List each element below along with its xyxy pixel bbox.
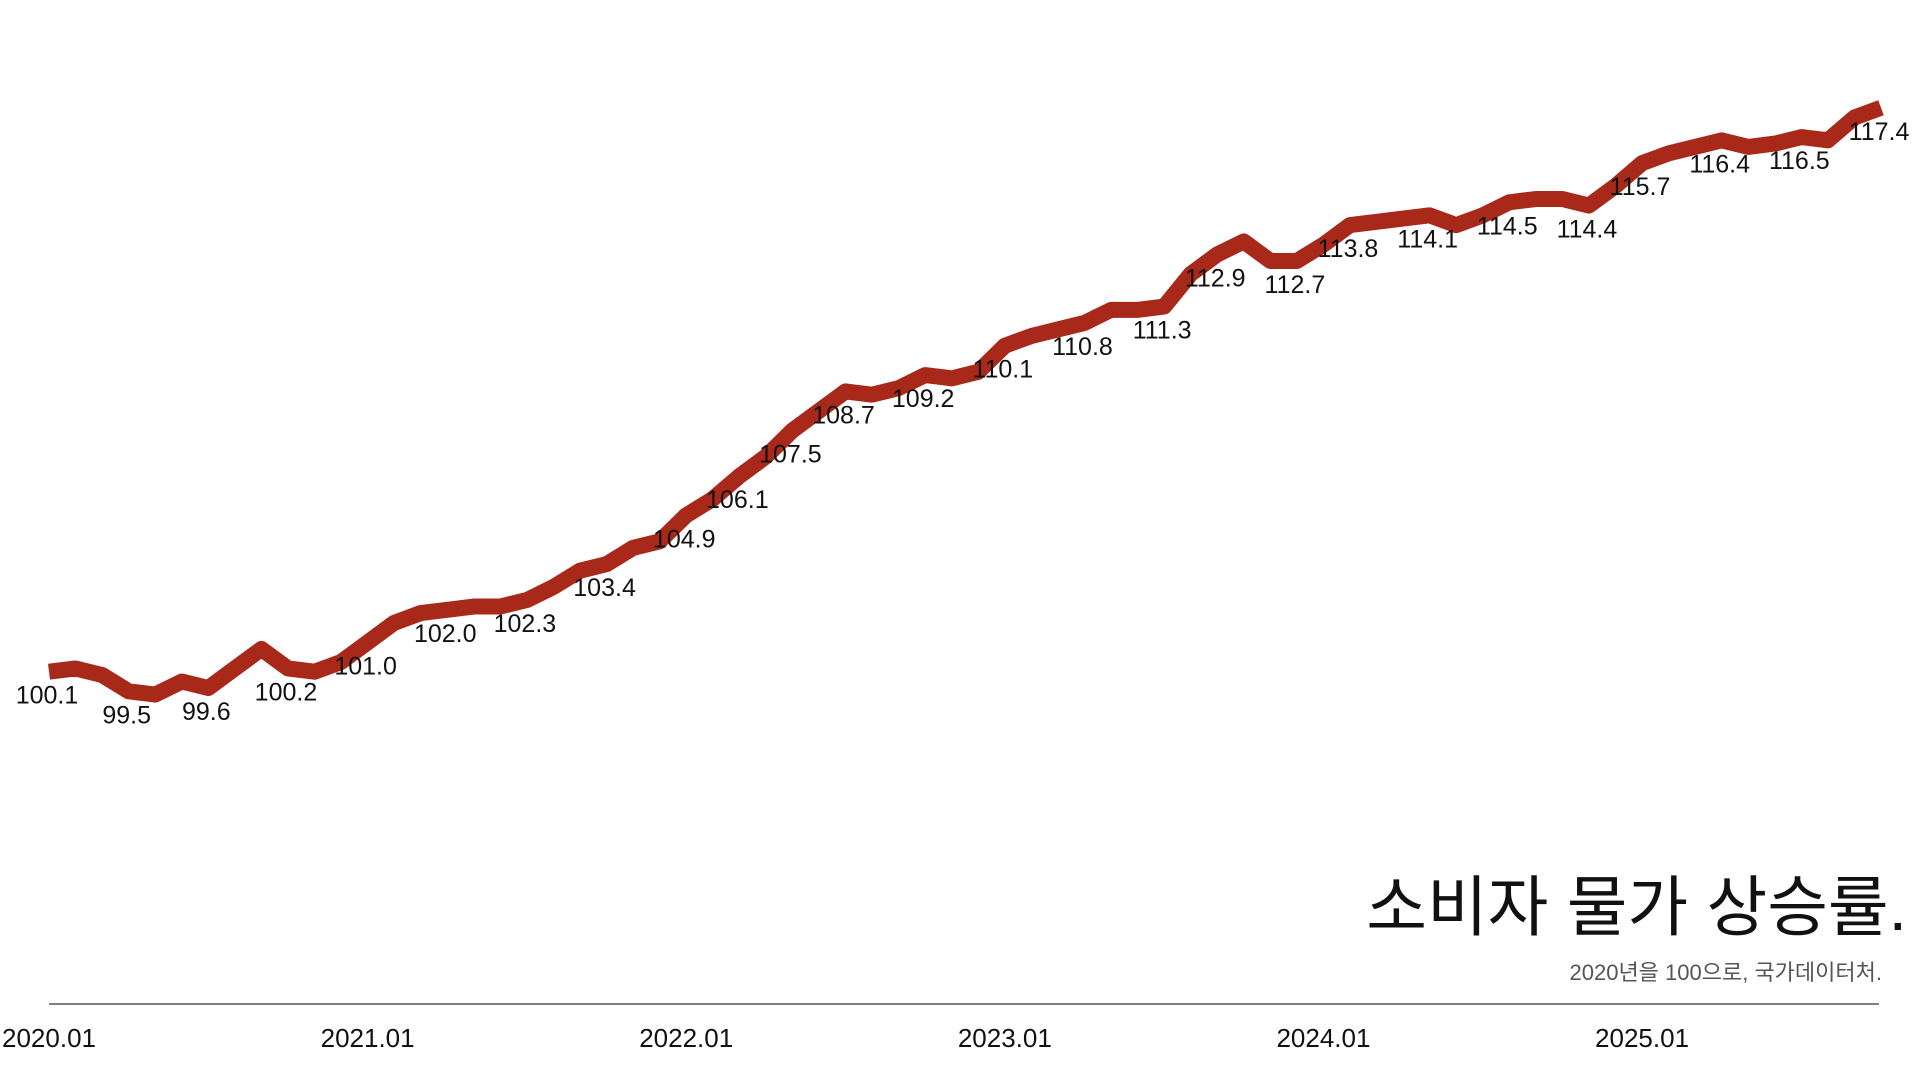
data-label: 117.4 [1849,118,1910,146]
data-label: 113.8 [1318,235,1379,263]
chart-title: 소비자 물가 상승률. [1366,870,1907,944]
x-tick-label: 2023.01 [958,1023,1052,1053]
data-label: 104.9 [653,525,716,553]
data-label: 115.7 [1610,173,1671,201]
data-label: 102.3 [494,610,557,638]
data-label: 110.1 [972,356,1033,384]
x-tick-label: 2024.01 [1276,1023,1370,1053]
data-line [48,100,1884,703]
data-label: 103.4 [573,574,636,602]
data-label: 112.7 [1265,271,1326,299]
x-tick-label: 2021.01 [321,1023,415,1053]
data-label: 101.0 [334,652,397,680]
x-tick-label: 2022.01 [639,1023,733,1053]
x-tick-label: 2025.01 [1595,1023,1689,1053]
x-tick-label: 2020.01 [2,1023,96,1053]
data-label: 100.1 [16,682,79,710]
data-label: 110.8 [1052,333,1113,361]
data-label: 106.1 [706,486,769,514]
data-label: 112.9 [1185,264,1246,292]
data-label: 111.3 [1133,317,1192,345]
data-label: 100.2 [255,678,318,706]
data-label: 116.4 [1689,150,1750,178]
chart-subtitle: 2020년을 100으로, 국가데이터처. [1570,960,1883,985]
data-label: 116.5 [1769,147,1830,175]
plot: 100.1 99.5 99.6 100.2 101.0 102.0 102.3 103.4 10… [16,100,1910,729]
data-label: 108.7 [812,401,875,429]
data-label: 99.6 [182,698,231,726]
data-label: 99.5 [102,701,151,729]
data-label: 114.4 [1557,216,1618,244]
data-label: 109.2 [892,385,955,413]
data-label: 114.5 [1477,212,1538,240]
data-label: 114.1 [1397,225,1458,253]
data-label: 102.0 [414,620,477,648]
data-label: 107.5 [759,441,822,469]
